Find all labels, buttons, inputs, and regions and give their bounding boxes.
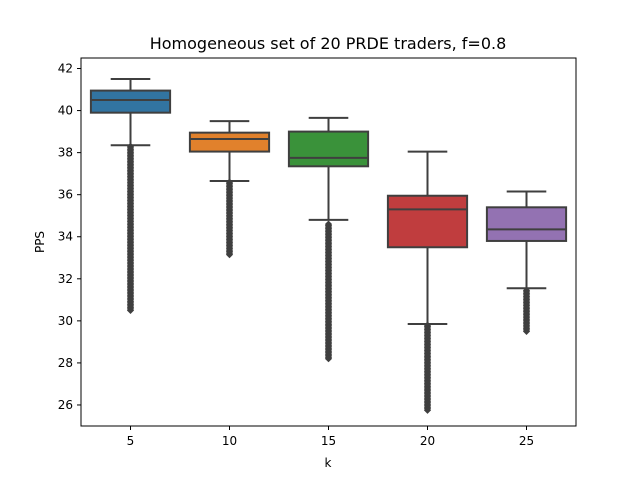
y-tick-label: 28: [58, 356, 73, 370]
box-group-25: [485, 190, 568, 335]
box-20: [386, 194, 469, 249]
outlier-point: [423, 406, 432, 414]
outlier-point: [324, 355, 333, 363]
box-group-20: [386, 150, 469, 414]
box-group-15: [287, 116, 370, 363]
y-tick-label: 30: [58, 314, 73, 328]
y-tick-label: 34: [58, 230, 73, 244]
outlier-point: [126, 306, 135, 314]
y-axis: 26 28 30 32 34 36 38 40 42: [58, 62, 81, 412]
y-tick-label: 36: [58, 188, 73, 202]
box-10: [188, 131, 271, 153]
x-tick-label: 25: [519, 434, 534, 448]
box-group-10: [188, 120, 271, 259]
x-tick-label: 5: [127, 434, 135, 448]
x-axis: 5 10 15 20 25: [127, 426, 534, 448]
chart-title: Homogeneous set of 20 PRDE traders, f=0.…: [150, 34, 507, 53]
y-tick-label: 42: [58, 62, 73, 76]
y-tick-label: 38: [58, 146, 73, 160]
box-5: [89, 89, 172, 114]
outlier-point: [522, 327, 531, 335]
box-15: [287, 130, 370, 168]
x-tick-label: 20: [420, 434, 435, 448]
y-tick-label: 26: [58, 398, 73, 412]
outlier-point: [225, 251, 234, 259]
y-tick-label: 40: [58, 104, 73, 118]
box-group-5: [89, 78, 172, 314]
plot-area: [89, 78, 568, 414]
y-tick-label: 32: [58, 272, 73, 286]
x-tick-label: 15: [321, 434, 336, 448]
x-tick-label: 10: [222, 434, 237, 448]
box-25: [485, 206, 568, 242]
y-axis-label: PPS: [33, 231, 47, 253]
x-axis-label: k: [325, 456, 332, 470]
